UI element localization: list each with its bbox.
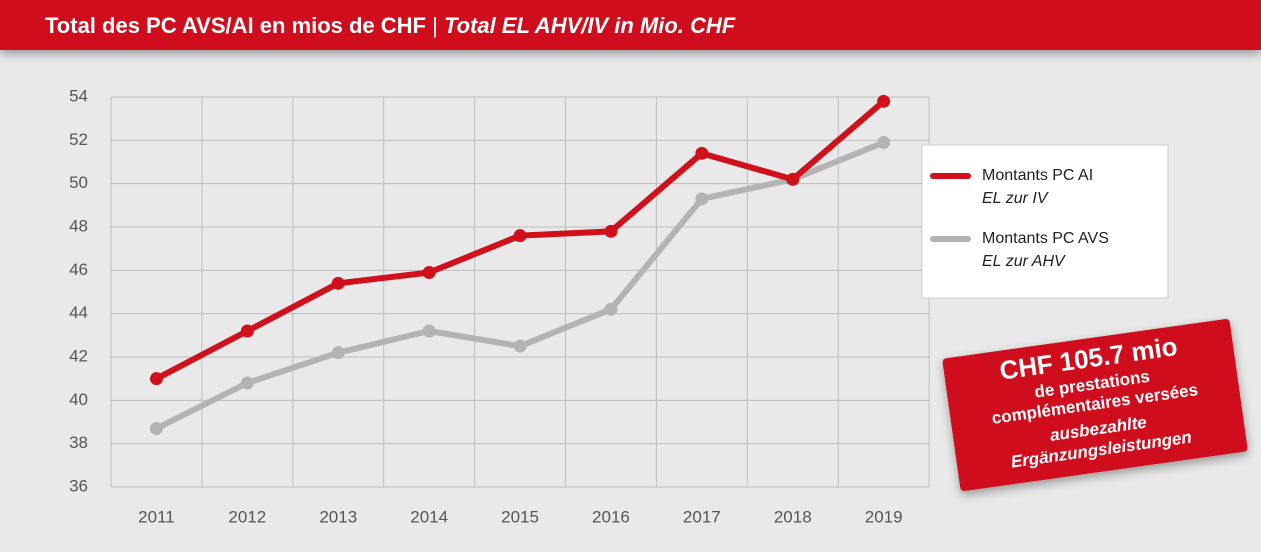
x-tick-label: 2013	[319, 507, 357, 526]
point	[695, 192, 709, 206]
point	[240, 376, 254, 390]
x-tick-label: 2018	[774, 507, 812, 526]
x-tick-label: 2017	[683, 507, 721, 526]
y-tick-label: 44	[69, 303, 88, 322]
y-tick-label: 54	[69, 86, 88, 105]
point	[149, 372, 163, 386]
x-tick-label: 2016	[592, 507, 630, 526]
point	[149, 422, 163, 435]
point	[240, 324, 254, 338]
badge-box	[942, 318, 1248, 492]
x-tick-label: 2011	[138, 507, 175, 526]
point	[513, 229, 527, 243]
y-tick-label: 36	[69, 476, 88, 495]
point	[695, 146, 709, 160]
point	[422, 266, 436, 279]
title-de: Total EL AHV/IV in Mio. CHF	[444, 13, 736, 38]
title-fr: Total des PC AVS/AI en mios de CHF	[45, 13, 426, 38]
badge: CHF 105.7 mio de prestations complémenta…	[942, 318, 1248, 492]
y-tick-label: 42	[69, 346, 88, 365]
y-tick-label: 50	[69, 173, 88, 192]
x-tick-label: 2019	[865, 507, 903, 526]
chart-title: Total des PC AVS/AI en mios de CHF | Tot…	[45, 13, 736, 38]
point	[422, 324, 436, 338]
legend-box	[921, 144, 1169, 299]
title-sep: |	[432, 13, 438, 38]
y-tick-label: 40	[69, 390, 88, 409]
legend-label-de: EL zur IV	[982, 190, 1049, 207]
point	[331, 346, 345, 360]
x-tick-label: 2014	[410, 507, 448, 526]
legend: Montants PC AI EL zur IV Montants PC AVS EL…	[921, 144, 1169, 299]
y-tick-label: 52	[69, 130, 88, 149]
legend-label-de: EL zur AHV	[982, 253, 1066, 270]
y-tick-label: 38	[69, 433, 88, 452]
legend-label: Montants PC AVS	[982, 230, 1109, 247]
point	[604, 302, 618, 316]
point	[877, 94, 891, 108]
y-tick-label: 48	[69, 216, 88, 235]
legend-label: Montants PC AI	[982, 167, 1093, 184]
x-tick-label: 2012	[228, 507, 266, 526]
x-tick-label: 2015	[501, 507, 539, 526]
point	[604, 224, 618, 238]
header	[0, 0, 1261, 50]
y-tick-label: 46	[69, 260, 88, 279]
point	[786, 172, 800, 186]
plot: 36 38 40 42 44 46 48 50 52 54 2011 2012 2013 2014 2015…	[69, 86, 930, 526]
point	[877, 136, 891, 149]
point	[331, 276, 345, 290]
point	[513, 339, 527, 353]
